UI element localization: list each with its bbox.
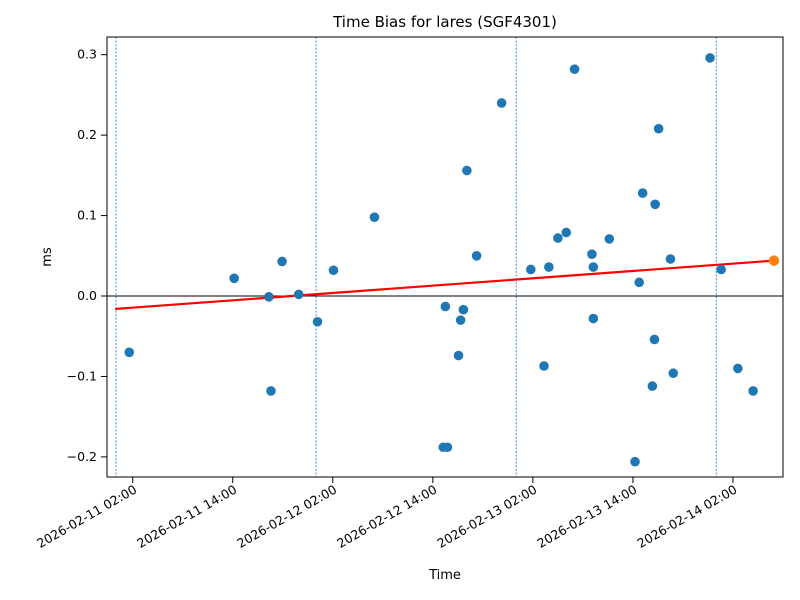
data-point	[458, 304, 469, 315]
data-point	[748, 386, 758, 396]
data-point	[266, 386, 276, 396]
data-point	[630, 456, 640, 467]
data-point	[369, 212, 380, 222]
data-point	[293, 289, 304, 300]
data-point	[637, 188, 648, 198]
plot-border	[106, 36, 784, 478]
x-tick-label: 2026-02-14 02:00	[634, 482, 739, 551]
data-point	[453, 350, 464, 361]
data-point	[668, 368, 679, 379]
data-point	[569, 64, 580, 74]
data-point	[328, 265, 339, 276]
data-point	[647, 381, 658, 391]
data-point	[526, 264, 536, 275]
data-point	[462, 165, 472, 176]
data-point	[539, 361, 549, 371]
data-point	[229, 273, 239, 284]
data-point	[733, 363, 743, 374]
data-point	[705, 53, 715, 63]
y-tick-label: 0.1	[77, 208, 97, 223]
data-point	[588, 313, 599, 324]
data-point	[124, 347, 135, 358]
y-tick-label: −0.2	[67, 449, 97, 464]
data-point	[650, 199, 660, 210]
data-point	[588, 262, 599, 272]
y-tick-label: 0.2	[77, 127, 97, 142]
x-tick-label: 2026-02-12 14:00	[334, 482, 439, 551]
data-point	[553, 233, 563, 243]
data-point	[455, 315, 466, 325]
plot-title: Time Bias for lares (SGF4301)	[332, 13, 557, 31]
trend-endpoint	[768, 255, 780, 266]
x-tick-label: 2026-02-13 02:00	[434, 482, 539, 551]
x-tick-label: 2026-02-11 14:00	[134, 482, 239, 551]
data-point	[634, 277, 644, 288]
data-point	[587, 249, 597, 259]
data-point	[440, 301, 451, 312]
y-tick-label: 0.3	[77, 47, 97, 62]
data-point	[277, 256, 287, 267]
x-tick-label: 2026-02-11 02:00	[34, 482, 139, 551]
data-point	[264, 292, 274, 302]
data-point	[442, 442, 453, 453]
trend-line	[114, 259, 776, 310]
data-point	[471, 250, 482, 261]
data-point	[604, 234, 615, 244]
x-tick-label: 2026-02-13 14:00	[534, 482, 639, 551]
y-tick-label: 0.0	[77, 288, 97, 303]
data-point	[544, 262, 554, 272]
data-point	[653, 123, 664, 134]
data-point	[496, 98, 507, 108]
x-tick-label: 2026-02-12 02:00	[234, 482, 339, 551]
data-point	[561, 227, 572, 238]
x-axis-label: Time	[428, 568, 461, 583]
data-point	[665, 254, 676, 264]
y-axis-label: ms	[40, 247, 55, 267]
y-tick-label: −0.1	[67, 368, 97, 383]
data-point	[716, 264, 726, 275]
data-point	[649, 334, 660, 345]
data-point	[312, 316, 323, 327]
